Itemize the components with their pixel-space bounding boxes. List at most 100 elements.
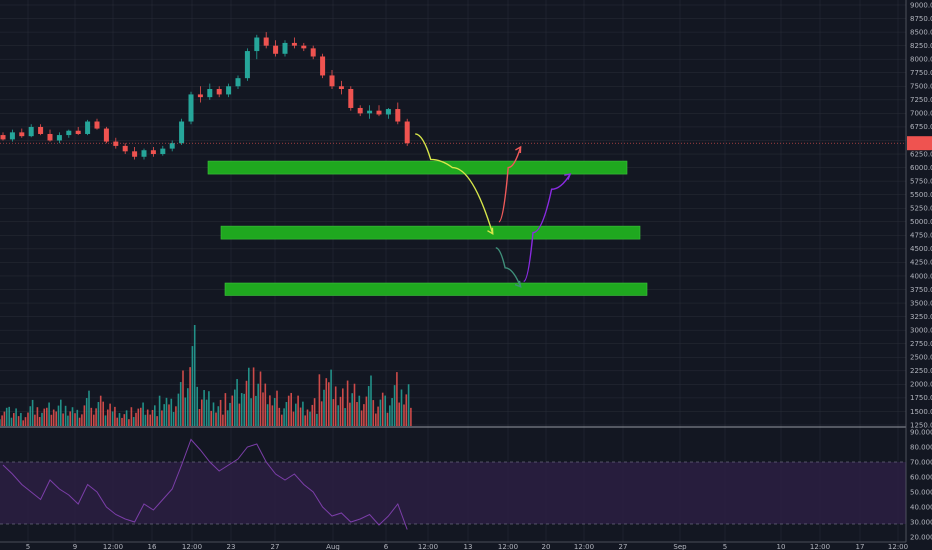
support-zone — [207, 160, 628, 175]
volume-bar — [330, 369, 332, 426]
volume-bar — [0, 419, 1, 426]
volume-bar — [389, 405, 391, 426]
volume-bar — [57, 405, 60, 426]
volume-bar — [396, 372, 398, 426]
price-tick-label: 2000.00 — [910, 381, 932, 389]
rsi-tick-label: 70.0000 — [910, 458, 932, 466]
volume-bar — [64, 405, 67, 426]
candle-body — [179, 121, 185, 144]
volume-bar — [27, 412, 29, 426]
volume-bar — [93, 414, 95, 426]
price-tick-label: 6750.00 — [910, 123, 932, 131]
candle-body — [85, 121, 91, 134]
price-tick-label: 5250.00 — [910, 205, 932, 213]
candle-body — [188, 94, 194, 122]
volume-bar — [377, 406, 379, 426]
volume-bar — [332, 399, 335, 426]
volume-bar — [215, 412, 217, 426]
volume-bar — [234, 389, 236, 426]
candle-body — [113, 141, 119, 146]
volume-bar — [137, 408, 140, 426]
volume-bar — [407, 384, 410, 426]
time-tick-label: 12:00 — [418, 543, 438, 550]
volume-bar — [191, 346, 194, 426]
price-tick-label: 3750.00 — [910, 286, 932, 294]
volume-bar — [318, 374, 321, 426]
volume-bar — [290, 392, 292, 426]
volume-bar — [266, 404, 269, 426]
volume-bar — [205, 399, 208, 426]
volume-bar — [299, 407, 302, 426]
volume-bar — [372, 400, 375, 426]
volume-bar — [109, 403, 111, 426]
volume-bar — [142, 402, 144, 426]
volume-bar — [356, 402, 358, 426]
volume-bar — [154, 405, 156, 426]
volume-bar — [273, 398, 276, 426]
candle-body — [254, 37, 260, 52]
volume-bar — [144, 414, 147, 426]
volume-bar — [36, 407, 39, 426]
volume-bar — [198, 408, 201, 426]
time-tick-label: 10 — [777, 543, 786, 550]
price-tick-label: 2500.00 — [910, 354, 932, 362]
volume-bar — [118, 413, 121, 426]
volume-bar — [405, 394, 408, 426]
volume-bar — [52, 409, 55, 426]
volume-bar — [184, 397, 187, 426]
volume-bar — [238, 403, 241, 426]
volume-bar — [161, 410, 163, 426]
volume-bar — [370, 375, 372, 426]
price-tick-label: 2750.00 — [910, 340, 932, 348]
volume-bar — [48, 402, 50, 426]
volume-bar — [168, 404, 170, 426]
volume-bar — [337, 405, 339, 426]
candle-body — [216, 89, 222, 95]
volume-bar — [353, 383, 356, 426]
candle-body — [132, 151, 138, 157]
volume-bar — [130, 407, 133, 426]
volume-bar — [24, 417, 27, 426]
price-tick-label: 5750.00 — [910, 177, 932, 185]
price-tick-label: 5500.00 — [910, 191, 932, 199]
candle-body — [94, 121, 100, 129]
volume-bar — [328, 382, 330, 426]
time-axis[interactable]: 5 9 12:00 16 12:00 23 27 Aug 6 12:00 13 12:00 20 12:0… — [26, 543, 908, 550]
volume-bar — [189, 367, 191, 426]
volume-bar — [398, 402, 400, 426]
volume-bar — [121, 417, 123, 426]
candle-body — [263, 37, 269, 46]
projection-arrowhead — [515, 145, 522, 154]
volume-bar — [240, 393, 243, 426]
volume-bar — [210, 410, 212, 426]
volume-bar — [140, 407, 142, 426]
rsi-tick-label: 80.0000 — [910, 443, 932, 451]
price-tick-label: 7500.00 — [910, 83, 932, 91]
volume-bar — [236, 379, 238, 426]
rsi-tick-label: 90.0000 — [910, 428, 932, 436]
volume-bar — [76, 409, 79, 426]
volume-bar — [323, 389, 325, 426]
volume-bar — [187, 388, 189, 426]
rsi-tick-label: 30.0000 — [910, 518, 932, 526]
volume-bar — [125, 410, 128, 426]
time-tick-label: 6 — [384, 543, 389, 550]
volume-bar — [262, 392, 264, 426]
volume-bar — [43, 408, 46, 426]
volume-bar — [67, 415, 69, 426]
time-tick-label: 12:00 — [574, 543, 594, 550]
volume-bar — [104, 415, 107, 426]
price-tick-label: 8000.00 — [910, 55, 932, 63]
volume-bar — [309, 411, 311, 426]
volume-bar — [212, 402, 215, 426]
rsi-tick-label: 20.0000 — [910, 533, 932, 541]
volume-bar — [208, 391, 210, 426]
volume-bar — [245, 380, 248, 426]
volume-bar — [69, 411, 71, 426]
candle-body — [75, 130, 81, 134]
price-axis[interactable] — [906, 0, 932, 550]
candle-body — [169, 143, 175, 149]
candle-body — [348, 89, 354, 108]
volume-bar — [116, 417, 118, 426]
